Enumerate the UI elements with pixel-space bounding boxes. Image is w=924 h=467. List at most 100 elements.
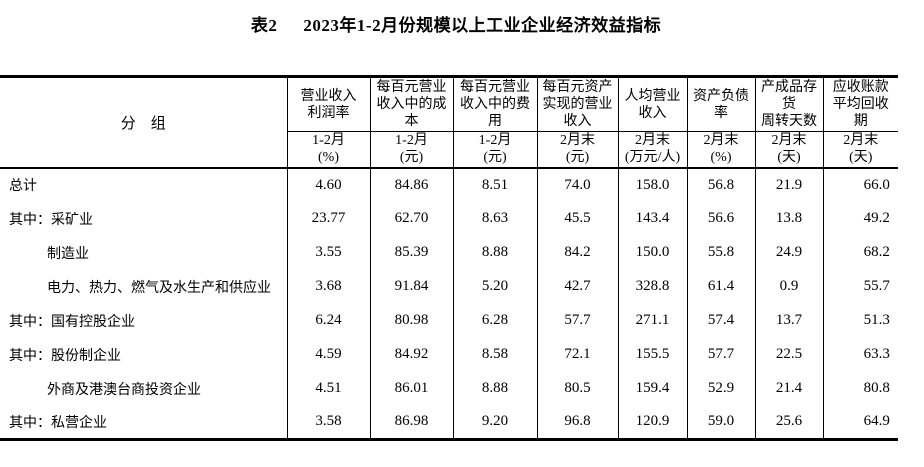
table-row-manufacturing: 制造业 3.55 85.39 8.88 84.2 150.0 55.8 24.9… <box>0 235 898 270</box>
cell-value: 13.7 <box>754 303 823 338</box>
cell-value: 4.59 <box>286 337 370 372</box>
row-label: 外商及港澳台商投资企业 <box>47 382 201 398</box>
col-unit-6: 2月末 (天) <box>754 131 823 169</box>
cell-value: 21.4 <box>754 371 823 406</box>
cell-value: 23.77 <box>286 201 370 236</box>
header-names-row: 分 组 营业收入 利润率 每百元营业 收入中的成 本 每百元营业 收入中的费 用… <box>0 76 898 169</box>
row-label: 其中：私营企业 <box>9 415 107 431</box>
cell-value: 74.0 <box>536 167 618 202</box>
cell-value: 271.1 <box>617 303 687 338</box>
table-title: 表2 2023年1-2月份规模以上工业企业经济效益指标 <box>0 11 912 36</box>
cell-value: 3.58 <box>286 405 370 440</box>
col-unit-1: 1-2月 (元) <box>369 131 453 169</box>
cell-value: 56.6 <box>686 201 755 236</box>
col-unit-3: 2月末 (元) <box>536 131 618 169</box>
cell-value: 85.39 <box>369 235 453 270</box>
col-header-revenue-per-capita: 人均营业 收入 <box>617 76 687 132</box>
cell-value: 120.9 <box>617 405 687 440</box>
cell-value: 24.9 <box>754 235 823 270</box>
cell-value: 8.63 <box>452 201 537 236</box>
col-header-inventory-turnover-days: 产成品存 货 周转天数 <box>754 76 823 132</box>
cell-value: 59.0 <box>686 405 755 440</box>
cell-value: 4.51 <box>286 371 370 406</box>
col-header-profit-margin: 营业收入 利润率 <box>286 76 370 132</box>
cell-value: 8.88 <box>452 371 537 406</box>
cell-value: 155.5 <box>617 337 687 372</box>
cell-value: 84.86 <box>369 167 453 202</box>
cell-value: 61.4 <box>686 269 755 304</box>
col-header-asset-liability-ratio: 资产负债 率 <box>686 76 755 132</box>
cell-value: 4.60 <box>286 167 370 202</box>
cell-value: 45.5 <box>536 201 618 236</box>
cell-value: 9.20 <box>452 405 537 440</box>
cell-value: 80.98 <box>369 303 453 338</box>
indicators-table: 分 组 营业收入 利润率 每百元营业 收入中的成 本 每百元营业 收入中的费 用… <box>0 75 898 441</box>
table-row-shareholding: 其中：股份制企业 4.59 84.92 8.58 72.1 155.5 57.7… <box>0 337 898 372</box>
col-header-receivables-collection-period: 应收账款 平均回收 期 <box>822 76 898 132</box>
cell-value: 84.2 <box>536 235 618 270</box>
cell-value: 80.5 <box>536 371 618 406</box>
table-title-text: 2023年1-2月份规模以上工业企业经济效益指标 <box>303 16 662 35</box>
col-header-expense-per-100: 每百元营业 收入中的费 用 <box>452 76 537 132</box>
cell-value: 0.9 <box>754 269 823 304</box>
cell-value: 55.8 <box>686 235 755 270</box>
cell-value: 64.9 <box>822 405 898 440</box>
cell-value: 6.28 <box>452 303 537 338</box>
cell-value: 72.1 <box>536 337 618 372</box>
table-row-state-holding: 其中：国有控股企业 6.24 80.98 6.28 57.7 271.1 57.… <box>0 303 898 338</box>
cell-value: 8.58 <box>452 337 537 372</box>
group-column-header: 分 组 <box>0 76 287 169</box>
cell-value: 86.98 <box>369 405 453 440</box>
cell-value: 328.8 <box>617 269 687 304</box>
row-label: 其中：股份制企业 <box>9 348 121 364</box>
cell-value: 21.9 <box>754 167 823 202</box>
row-label: 电力、热力、燃气及水生产和供应业 <box>47 280 271 296</box>
cell-value: 8.88 <box>452 235 537 270</box>
col-unit-4: 2月末 (万元/人) <box>617 131 687 169</box>
cell-value: 150.0 <box>617 235 687 270</box>
cell-value: 57.7 <box>536 303 618 338</box>
cell-value: 3.55 <box>286 235 370 270</box>
row-label: 总计 <box>9 179 37 194</box>
cell-value: 6.24 <box>286 303 370 338</box>
col-unit-7: 2月末 (天) <box>822 131 898 169</box>
header-units-row: 1-2月 (%) 1-2月 (元) 1-2月 (元) 2月末 (元) 2月末 (… <box>0 131 898 169</box>
col-header-cost-per-100: 每百元营业 收入中的成 本 <box>369 76 453 132</box>
cell-value: 57.7 <box>686 337 755 372</box>
cell-value: 158.0 <box>617 167 687 202</box>
table-row-private: 其中：私营企业 3.58 86.98 9.20 96.8 120.9 59.0 … <box>0 405 898 440</box>
cell-value: 25.6 <box>754 405 823 440</box>
cell-value: 68.2 <box>822 235 898 270</box>
cell-value: 84.92 <box>369 337 453 372</box>
cell-value: 49.2 <box>822 201 898 236</box>
row-label: 制造业 <box>47 246 89 262</box>
cell-value: 143.4 <box>617 201 687 236</box>
cell-value: 62.70 <box>369 201 453 236</box>
col-unit-2: 1-2月 (元) <box>452 131 537 169</box>
cell-value: 56.8 <box>686 167 755 202</box>
cell-value: 42.7 <box>536 269 618 304</box>
cell-value: 8.51 <box>452 167 537 202</box>
col-unit-0: 1-2月 (%) <box>286 131 370 169</box>
table-row-total: 总计 4.60 84.86 8.51 74.0 158.0 56.8 21.9 … <box>0 167 898 202</box>
cell-value: 57.4 <box>686 303 755 338</box>
table-row-foreign-invested: 外商及港澳台商投资企业 4.51 86.01 8.88 80.5 159.4 5… <box>0 371 898 406</box>
cell-value: 66.0 <box>822 167 898 202</box>
cell-value: 96.8 <box>536 405 618 440</box>
row-label: 其中：国有控股企业 <box>9 314 135 330</box>
cell-value: 3.68 <box>286 269 370 304</box>
row-label: 其中：采矿业 <box>9 212 93 228</box>
cell-value: 13.8 <box>754 201 823 236</box>
table-row-mining: 其中：采矿业 23.77 62.70 8.63 45.5 143.4 56.6 … <box>0 201 898 236</box>
cell-value: 91.84 <box>369 269 453 304</box>
cell-value: 22.5 <box>754 337 823 372</box>
cell-value: 55.7 <box>822 269 898 304</box>
cell-value: 52.9 <box>686 371 755 406</box>
col-unit-5: 2月末 (%) <box>686 131 755 169</box>
cell-value: 86.01 <box>369 371 453 406</box>
cell-value: 63.3 <box>822 337 898 372</box>
col-header-revenue-per-100-assets: 每百元资产 实现的营业 收入 <box>536 76 618 132</box>
cell-value: 80.8 <box>822 371 898 406</box>
cell-value: 5.20 <box>452 269 537 304</box>
